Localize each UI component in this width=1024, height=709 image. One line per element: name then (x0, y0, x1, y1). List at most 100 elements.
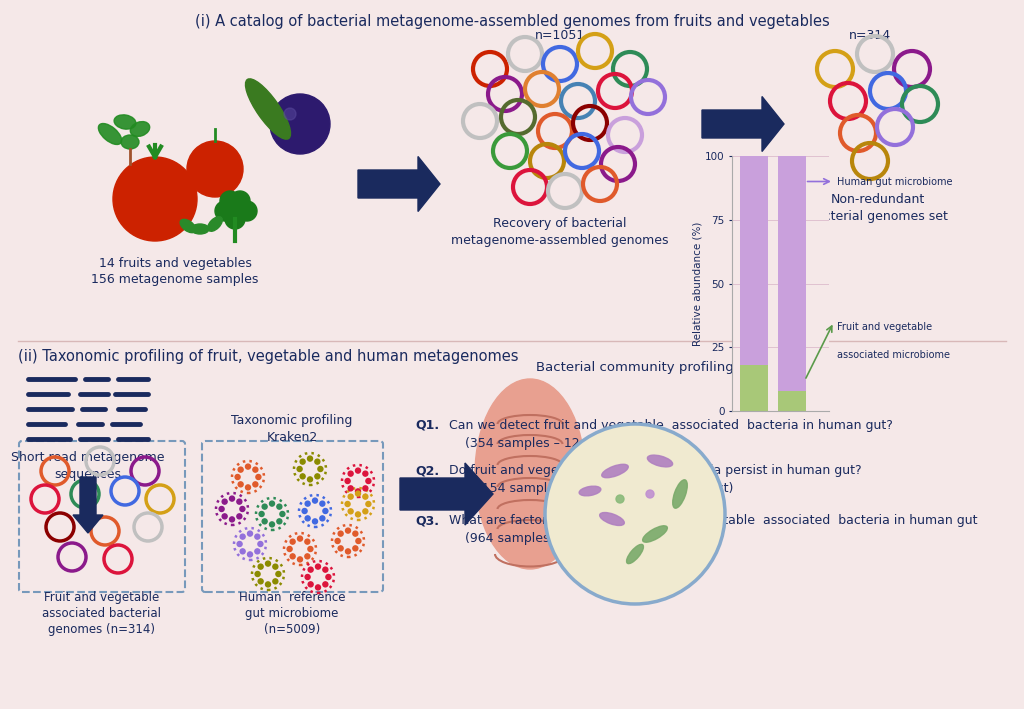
Circle shape (255, 549, 260, 554)
Circle shape (314, 474, 319, 479)
Y-axis label: Relative abundance (%): Relative abundance (%) (692, 221, 702, 346)
Text: (1,154 samples from: (1,154 samples from (445, 482, 599, 495)
Circle shape (298, 557, 302, 562)
Ellipse shape (475, 379, 585, 569)
Text: Fruit and vegetable: Fruit and vegetable (44, 591, 160, 604)
Ellipse shape (130, 121, 150, 136)
Ellipse shape (673, 480, 687, 508)
Text: ): ) (681, 532, 686, 545)
Circle shape (238, 542, 242, 547)
Text: 14 fruits and vegetables: 14 fruits and vegetables (98, 257, 252, 270)
Ellipse shape (191, 224, 209, 234)
Text: (n=5009): (n=5009) (264, 623, 321, 636)
Text: Non-redundant: Non-redundant (830, 193, 925, 206)
Text: Taxonomic profiling: Taxonomic profiling (231, 414, 352, 427)
Text: (354 samples – 12 studies ): (354 samples – 12 studies ) (445, 437, 638, 450)
Circle shape (323, 582, 328, 587)
Ellipse shape (602, 464, 629, 478)
Circle shape (258, 542, 263, 547)
Circle shape (236, 474, 240, 479)
Text: Fruit and vegetable: Fruit and vegetable (837, 322, 932, 332)
Ellipse shape (600, 513, 625, 525)
Text: (i) A catalog of bacterial metagenome-assembled genomes from fruits and vegetabl: (i) A catalog of bacterial metagenome-as… (195, 14, 829, 29)
Text: DIABIMMUNE: DIABIMMUNE (587, 482, 679, 495)
Circle shape (290, 554, 295, 559)
FancyArrow shape (400, 463, 493, 525)
Circle shape (308, 567, 313, 572)
Circle shape (229, 496, 234, 501)
Circle shape (241, 534, 245, 539)
Circle shape (275, 571, 281, 576)
Circle shape (312, 519, 317, 524)
Text: American Gut Project: American Gut Project (557, 532, 707, 545)
Bar (740, 156, 768, 365)
Circle shape (545, 424, 725, 604)
Circle shape (300, 459, 305, 464)
Text: gut microbiome: gut microbiome (246, 607, 339, 620)
Text: n=1051: n=1051 (535, 29, 585, 42)
Circle shape (345, 501, 350, 506)
Circle shape (113, 157, 197, 241)
Circle shape (237, 514, 242, 519)
Circle shape (248, 552, 253, 557)
Text: 156 metagenome samples: 156 metagenome samples (91, 273, 259, 286)
Circle shape (270, 94, 330, 154)
Circle shape (319, 501, 325, 506)
Circle shape (362, 509, 368, 514)
Circle shape (319, 516, 325, 521)
Circle shape (338, 546, 343, 551)
Text: Q2.: Q2. (415, 464, 439, 477)
Circle shape (262, 519, 267, 524)
Circle shape (276, 504, 282, 509)
Text: Human gut microbiome: Human gut microbiome (837, 177, 952, 186)
Circle shape (262, 504, 267, 509)
Circle shape (298, 536, 302, 541)
Circle shape (348, 471, 353, 476)
Circle shape (265, 561, 270, 566)
Text: associated bacterial: associated bacterial (43, 607, 162, 620)
Circle shape (253, 467, 258, 472)
Circle shape (187, 141, 243, 197)
Circle shape (355, 491, 360, 496)
Circle shape (239, 482, 243, 487)
Circle shape (355, 468, 360, 473)
Circle shape (323, 508, 328, 513)
Circle shape (314, 459, 319, 464)
Circle shape (220, 191, 240, 211)
Circle shape (297, 467, 302, 471)
Circle shape (269, 522, 274, 527)
Circle shape (258, 564, 263, 569)
Ellipse shape (643, 526, 668, 542)
Ellipse shape (246, 79, 291, 139)
Text: sequences: sequences (54, 468, 122, 481)
Text: metagenome-assembled genomes: metagenome-assembled genomes (452, 234, 669, 247)
Text: Recovery of bacterial: Recovery of bacterial (494, 217, 627, 230)
Circle shape (366, 479, 371, 484)
Circle shape (305, 574, 310, 579)
Circle shape (229, 517, 234, 522)
Circle shape (308, 582, 313, 587)
Circle shape (353, 531, 357, 536)
Text: What are factors influencing  fruit and vegetable  associated  bacteria in human: What are factors influencing fruit and v… (445, 514, 978, 527)
Ellipse shape (121, 135, 139, 149)
Bar (778, 156, 807, 391)
Text: associated microbiome: associated microbiome (837, 350, 949, 360)
Circle shape (219, 506, 224, 511)
Ellipse shape (180, 219, 196, 233)
Circle shape (312, 498, 317, 503)
Circle shape (348, 509, 353, 514)
Circle shape (284, 108, 296, 120)
Circle shape (335, 539, 340, 544)
Circle shape (272, 579, 278, 584)
Circle shape (308, 547, 313, 552)
Circle shape (255, 534, 260, 539)
Text: Bacterial community profiling: Bacterial community profiling (537, 361, 734, 374)
FancyArrow shape (358, 157, 440, 211)
Circle shape (307, 456, 312, 461)
Circle shape (253, 482, 258, 487)
Circle shape (302, 508, 307, 513)
Circle shape (345, 549, 350, 554)
Circle shape (317, 467, 323, 471)
Circle shape (259, 511, 264, 516)
Circle shape (305, 539, 310, 544)
